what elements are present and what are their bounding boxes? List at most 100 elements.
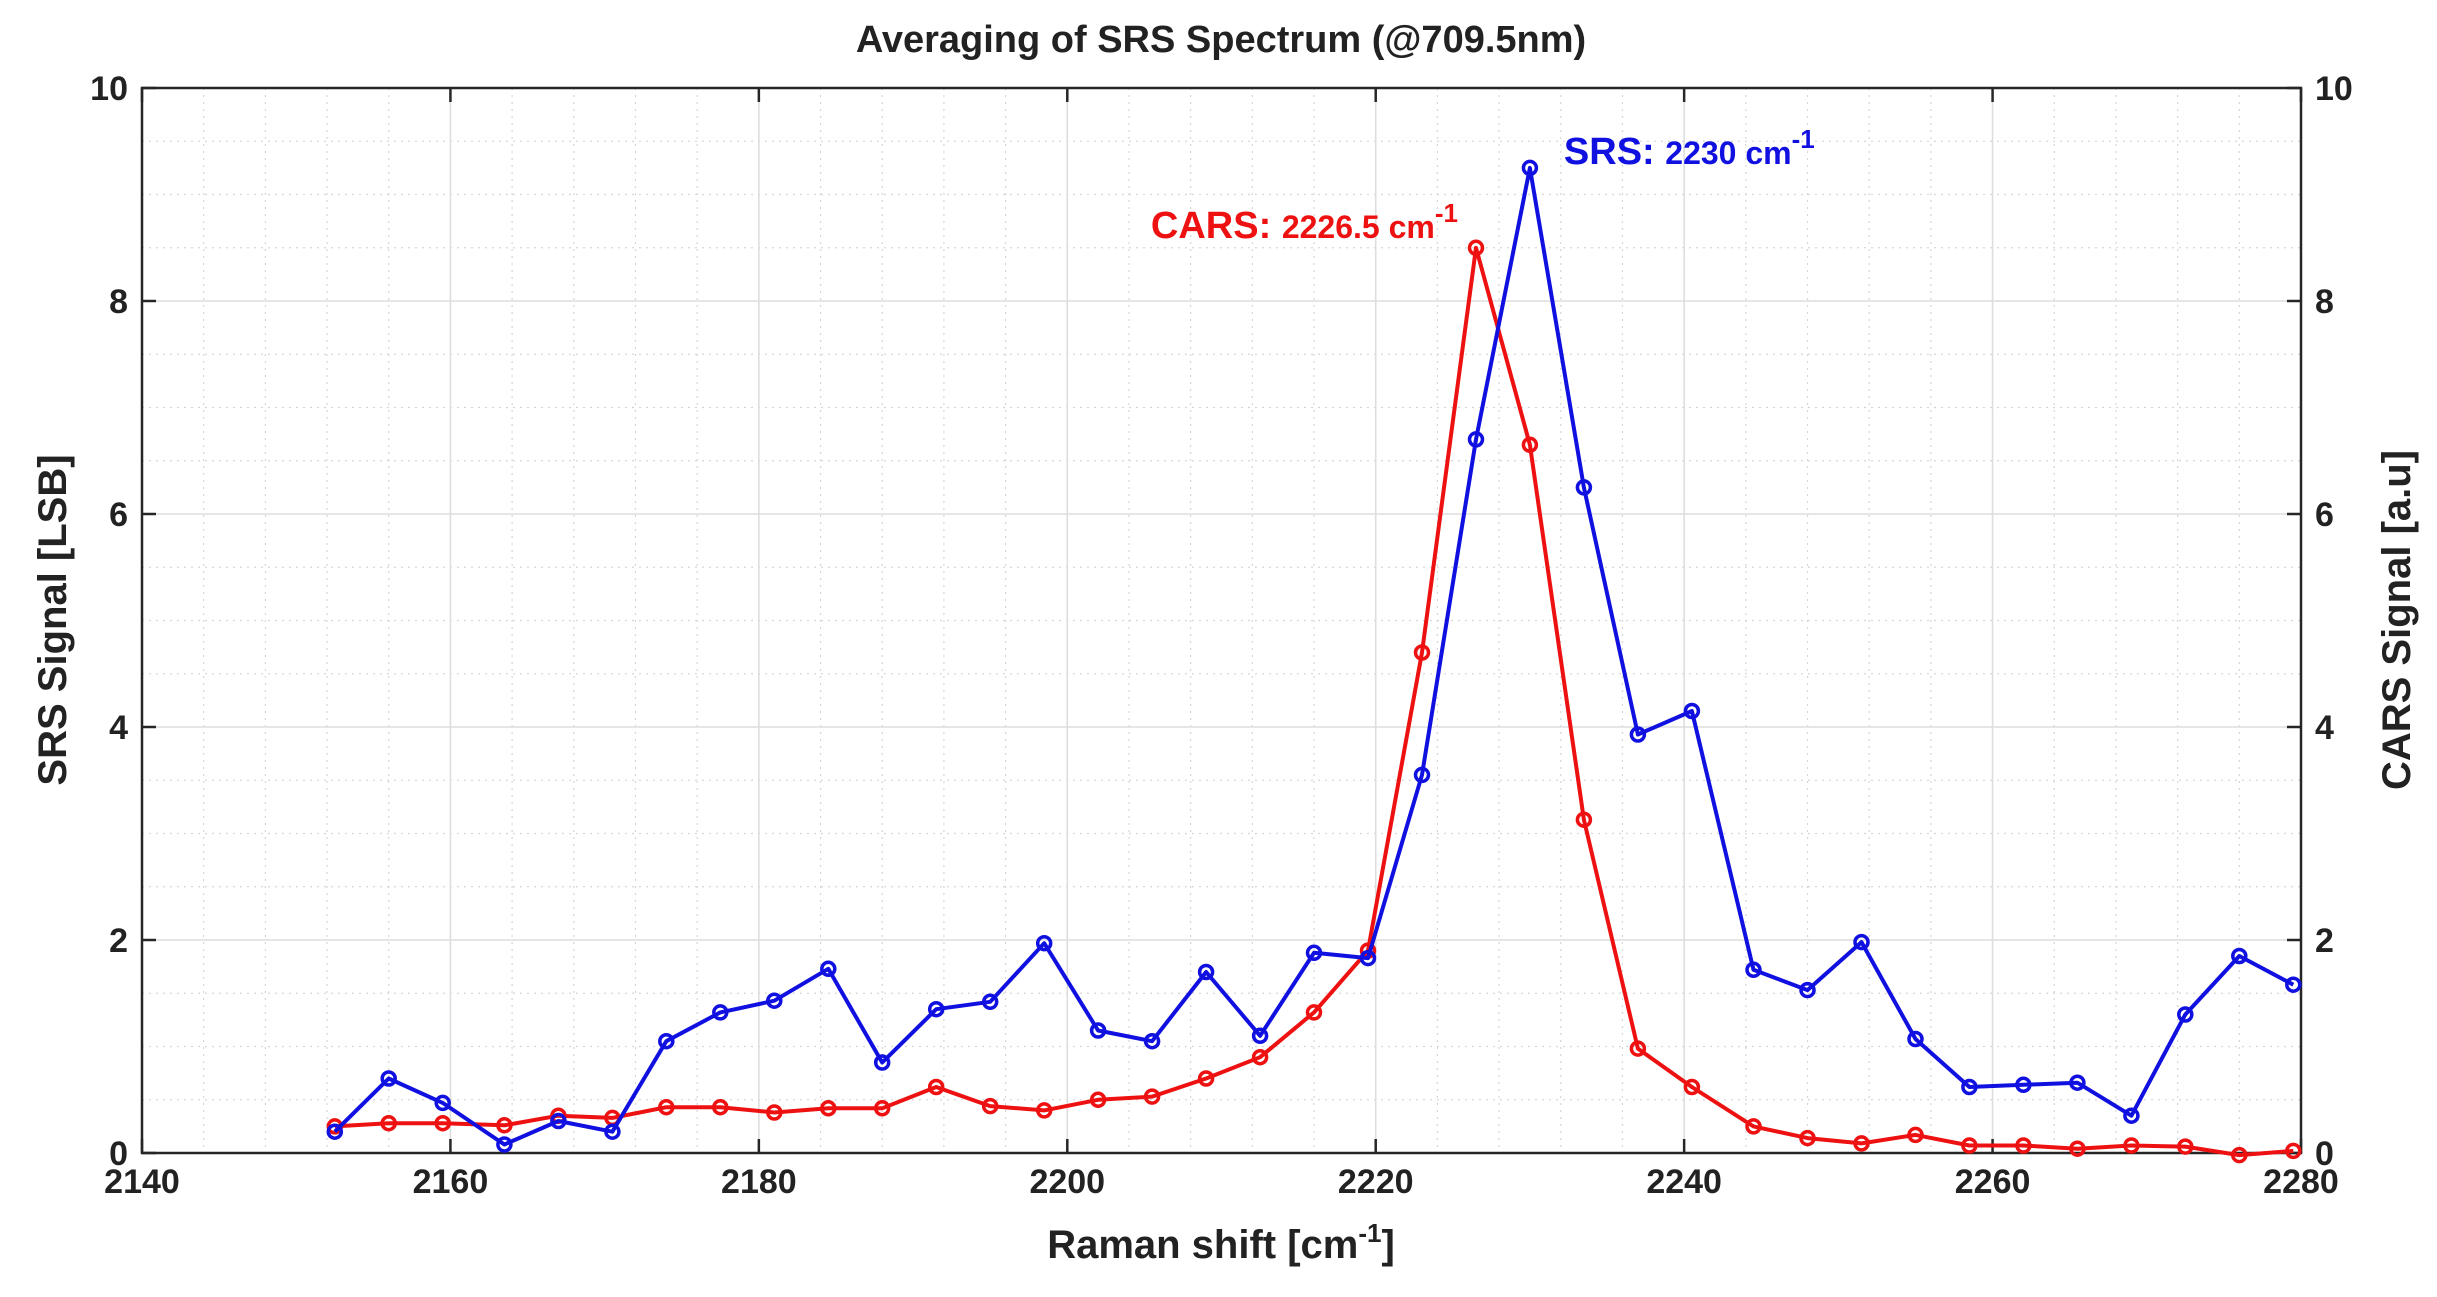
srs-data-point bbox=[1799, 981, 1816, 999]
srs-series-line bbox=[333, 165, 2295, 1147]
y-tick-label-right: 2 bbox=[2315, 922, 2334, 960]
srs-data-point bbox=[1961, 1078, 1978, 1096]
srs-data-point bbox=[658, 1032, 675, 1050]
cars-data-point bbox=[2177, 1138, 2194, 1155]
srs-data-point bbox=[1197, 963, 1215, 981]
cars-data-point bbox=[380, 1114, 397, 1132]
cars-data-point bbox=[1035, 1102, 1053, 1119]
srs-data-point bbox=[1853, 933, 1870, 951]
x-tick-label: 2220 bbox=[1338, 1163, 1414, 1201]
srs-peak-annotation: SRS: 2230 cm-1 bbox=[1564, 124, 1815, 173]
cars-data-point bbox=[766, 1104, 783, 1121]
cars-data-point bbox=[1799, 1129, 1816, 1147]
srs-data-point bbox=[927, 1000, 945, 1018]
srs-data-point bbox=[820, 960, 837, 978]
cars-peak-annotation: CARS: 2226.5 cm-1 bbox=[1151, 198, 1458, 247]
cars-data-point bbox=[658, 1098, 675, 1116]
cars-data-point bbox=[2231, 1146, 2248, 1164]
srs-data-point bbox=[1089, 1022, 1107, 1039]
y-tick-label-left: 4 bbox=[109, 709, 128, 747]
axis-ticks: 2140 2160 2180 2200 2220 2240 2260 228002468100… bbox=[90, 70, 2353, 1201]
x-tick-label: 2240 bbox=[1646, 1163, 1722, 1201]
cars-data-point bbox=[927, 1078, 945, 1096]
annotations: SRS: 2230 cm-1 CARS: 2226.5 cm-1 bbox=[1151, 124, 1815, 247]
plot-frame bbox=[140, 86, 2303, 1155]
cars-data-point bbox=[1251, 1048, 1269, 1066]
cars-data-point bbox=[1089, 1091, 1107, 1109]
srs-data-point bbox=[1359, 949, 1377, 967]
cars-data-point bbox=[1853, 1135, 1870, 1152]
cars-data-point bbox=[1745, 1118, 1762, 1135]
cars-data-point bbox=[1575, 811, 1593, 828]
x-tick-label: 2200 bbox=[1029, 1163, 1105, 1201]
y-tick-label-right: 0 bbox=[2315, 1135, 2334, 1173]
cars-data-point bbox=[2069, 1140, 2086, 1157]
y-tick-label-right: 6 bbox=[2315, 496, 2334, 534]
cars-data-point bbox=[1683, 1078, 1701, 1096]
srs-data-point bbox=[1745, 961, 1762, 979]
y-tick-label-left: 0 bbox=[109, 1135, 128, 1173]
x-tick-label: 2280 bbox=[2263, 1163, 2339, 1201]
cars-data-point bbox=[1521, 436, 1539, 454]
srs-data-point bbox=[1575, 479, 1593, 496]
srs-data-point bbox=[1305, 944, 1323, 962]
y-tick-label-left: 6 bbox=[109, 496, 128, 534]
srs-data-point bbox=[873, 1054, 891, 1071]
cars-data-point bbox=[712, 1098, 729, 1116]
y-tick-label-left: 2 bbox=[109, 922, 128, 960]
cars-data-point bbox=[1907, 1126, 1924, 1144]
srs-data-point bbox=[1035, 934, 1053, 952]
x-tick-label: 2260 bbox=[1955, 1163, 2031, 1201]
y-axis-label-left: SRS Signal [LSB] bbox=[31, 454, 75, 785]
x-tick-label: 2140 bbox=[104, 1163, 180, 1201]
srs-data-point bbox=[1251, 1027, 1269, 1045]
srs-data-point bbox=[2123, 1107, 2140, 1124]
srs-data-point bbox=[1467, 431, 1485, 448]
y-axis-label-right: CARS Signal [a.u] bbox=[2375, 450, 2419, 790]
cars-data-point bbox=[1143, 1088, 1161, 1105]
x-axis-label: Raman shift [cm-1] bbox=[1047, 1218, 1395, 1267]
srs-data-point bbox=[2015, 1076, 2032, 1094]
srs-data-point bbox=[766, 992, 783, 1009]
srs-data-point bbox=[604, 1123, 621, 1140]
y-tick-label-left: 8 bbox=[109, 283, 128, 321]
cars-data-point bbox=[434, 1114, 451, 1132]
srs-data-point bbox=[1629, 726, 1647, 743]
srs-data-point bbox=[380, 1070, 397, 1087]
cars-data-point bbox=[1961, 1137, 1978, 1154]
srs-data-point bbox=[2069, 1074, 2086, 1091]
srs-data-point bbox=[2285, 976, 2302, 993]
cars-data-point bbox=[873, 1100, 891, 1117]
x-tick-label: 2180 bbox=[721, 1163, 797, 1201]
srs-data-point bbox=[1907, 1030, 1924, 1048]
cars-data-point bbox=[2285, 1142, 2302, 1160]
cars-data-point bbox=[981, 1097, 999, 1115]
chart-title: Averaging of SRS Spectrum (@709.5nm) bbox=[856, 19, 1586, 61]
cars-data-point bbox=[1629, 1040, 1647, 1057]
srs-data-point bbox=[1521, 159, 1539, 177]
y-tick-label-right: 10 bbox=[2315, 70, 2353, 108]
cars-data-point bbox=[496, 1117, 513, 1134]
srs-data-point bbox=[2231, 947, 2248, 965]
cars-series-line bbox=[334, 245, 2294, 1158]
cars-data-point bbox=[2015, 1137, 2032, 1154]
series-layer bbox=[326, 159, 2302, 1164]
cars-data-point bbox=[1197, 1070, 1215, 1087]
srs-data-point bbox=[2177, 1006, 2194, 1023]
srs-data-point bbox=[326, 1123, 344, 1140]
srs-data-point bbox=[550, 1112, 567, 1130]
y-tick-label-right: 4 bbox=[2315, 709, 2334, 747]
x-tick-label: 2160 bbox=[413, 1163, 489, 1201]
srs-data-point bbox=[1143, 1032, 1161, 1050]
cars-data-point bbox=[1467, 239, 1485, 257]
cars-data-point bbox=[1413, 644, 1431, 661]
srs-data-point bbox=[1413, 766, 1431, 784]
srs-data-point bbox=[712, 1004, 729, 1021]
srs-data-point bbox=[981, 993, 999, 1011]
y-tick-label-left: 10 bbox=[90, 70, 128, 108]
srs-data-point bbox=[496, 1136, 513, 1153]
srs-data-point bbox=[1683, 702, 1701, 720]
srs-data-point bbox=[434, 1094, 451, 1112]
cars-data-point bbox=[820, 1100, 837, 1117]
